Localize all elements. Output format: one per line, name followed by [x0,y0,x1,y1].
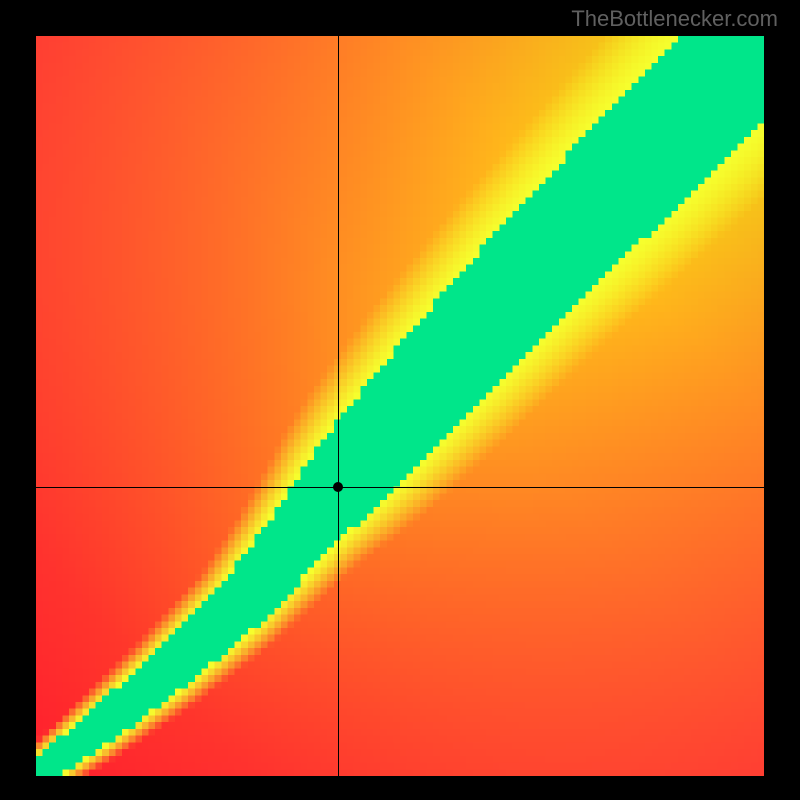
heatmap-canvas [36,36,764,776]
watermark-text: TheBottlenecker.com [571,6,778,32]
crosshair-vertical [338,36,339,776]
chart-frame: TheBottlenecker.com [0,0,800,800]
crosshair-horizontal [36,487,764,488]
heatmap-plot [36,36,764,776]
crosshair-dot [333,482,343,492]
